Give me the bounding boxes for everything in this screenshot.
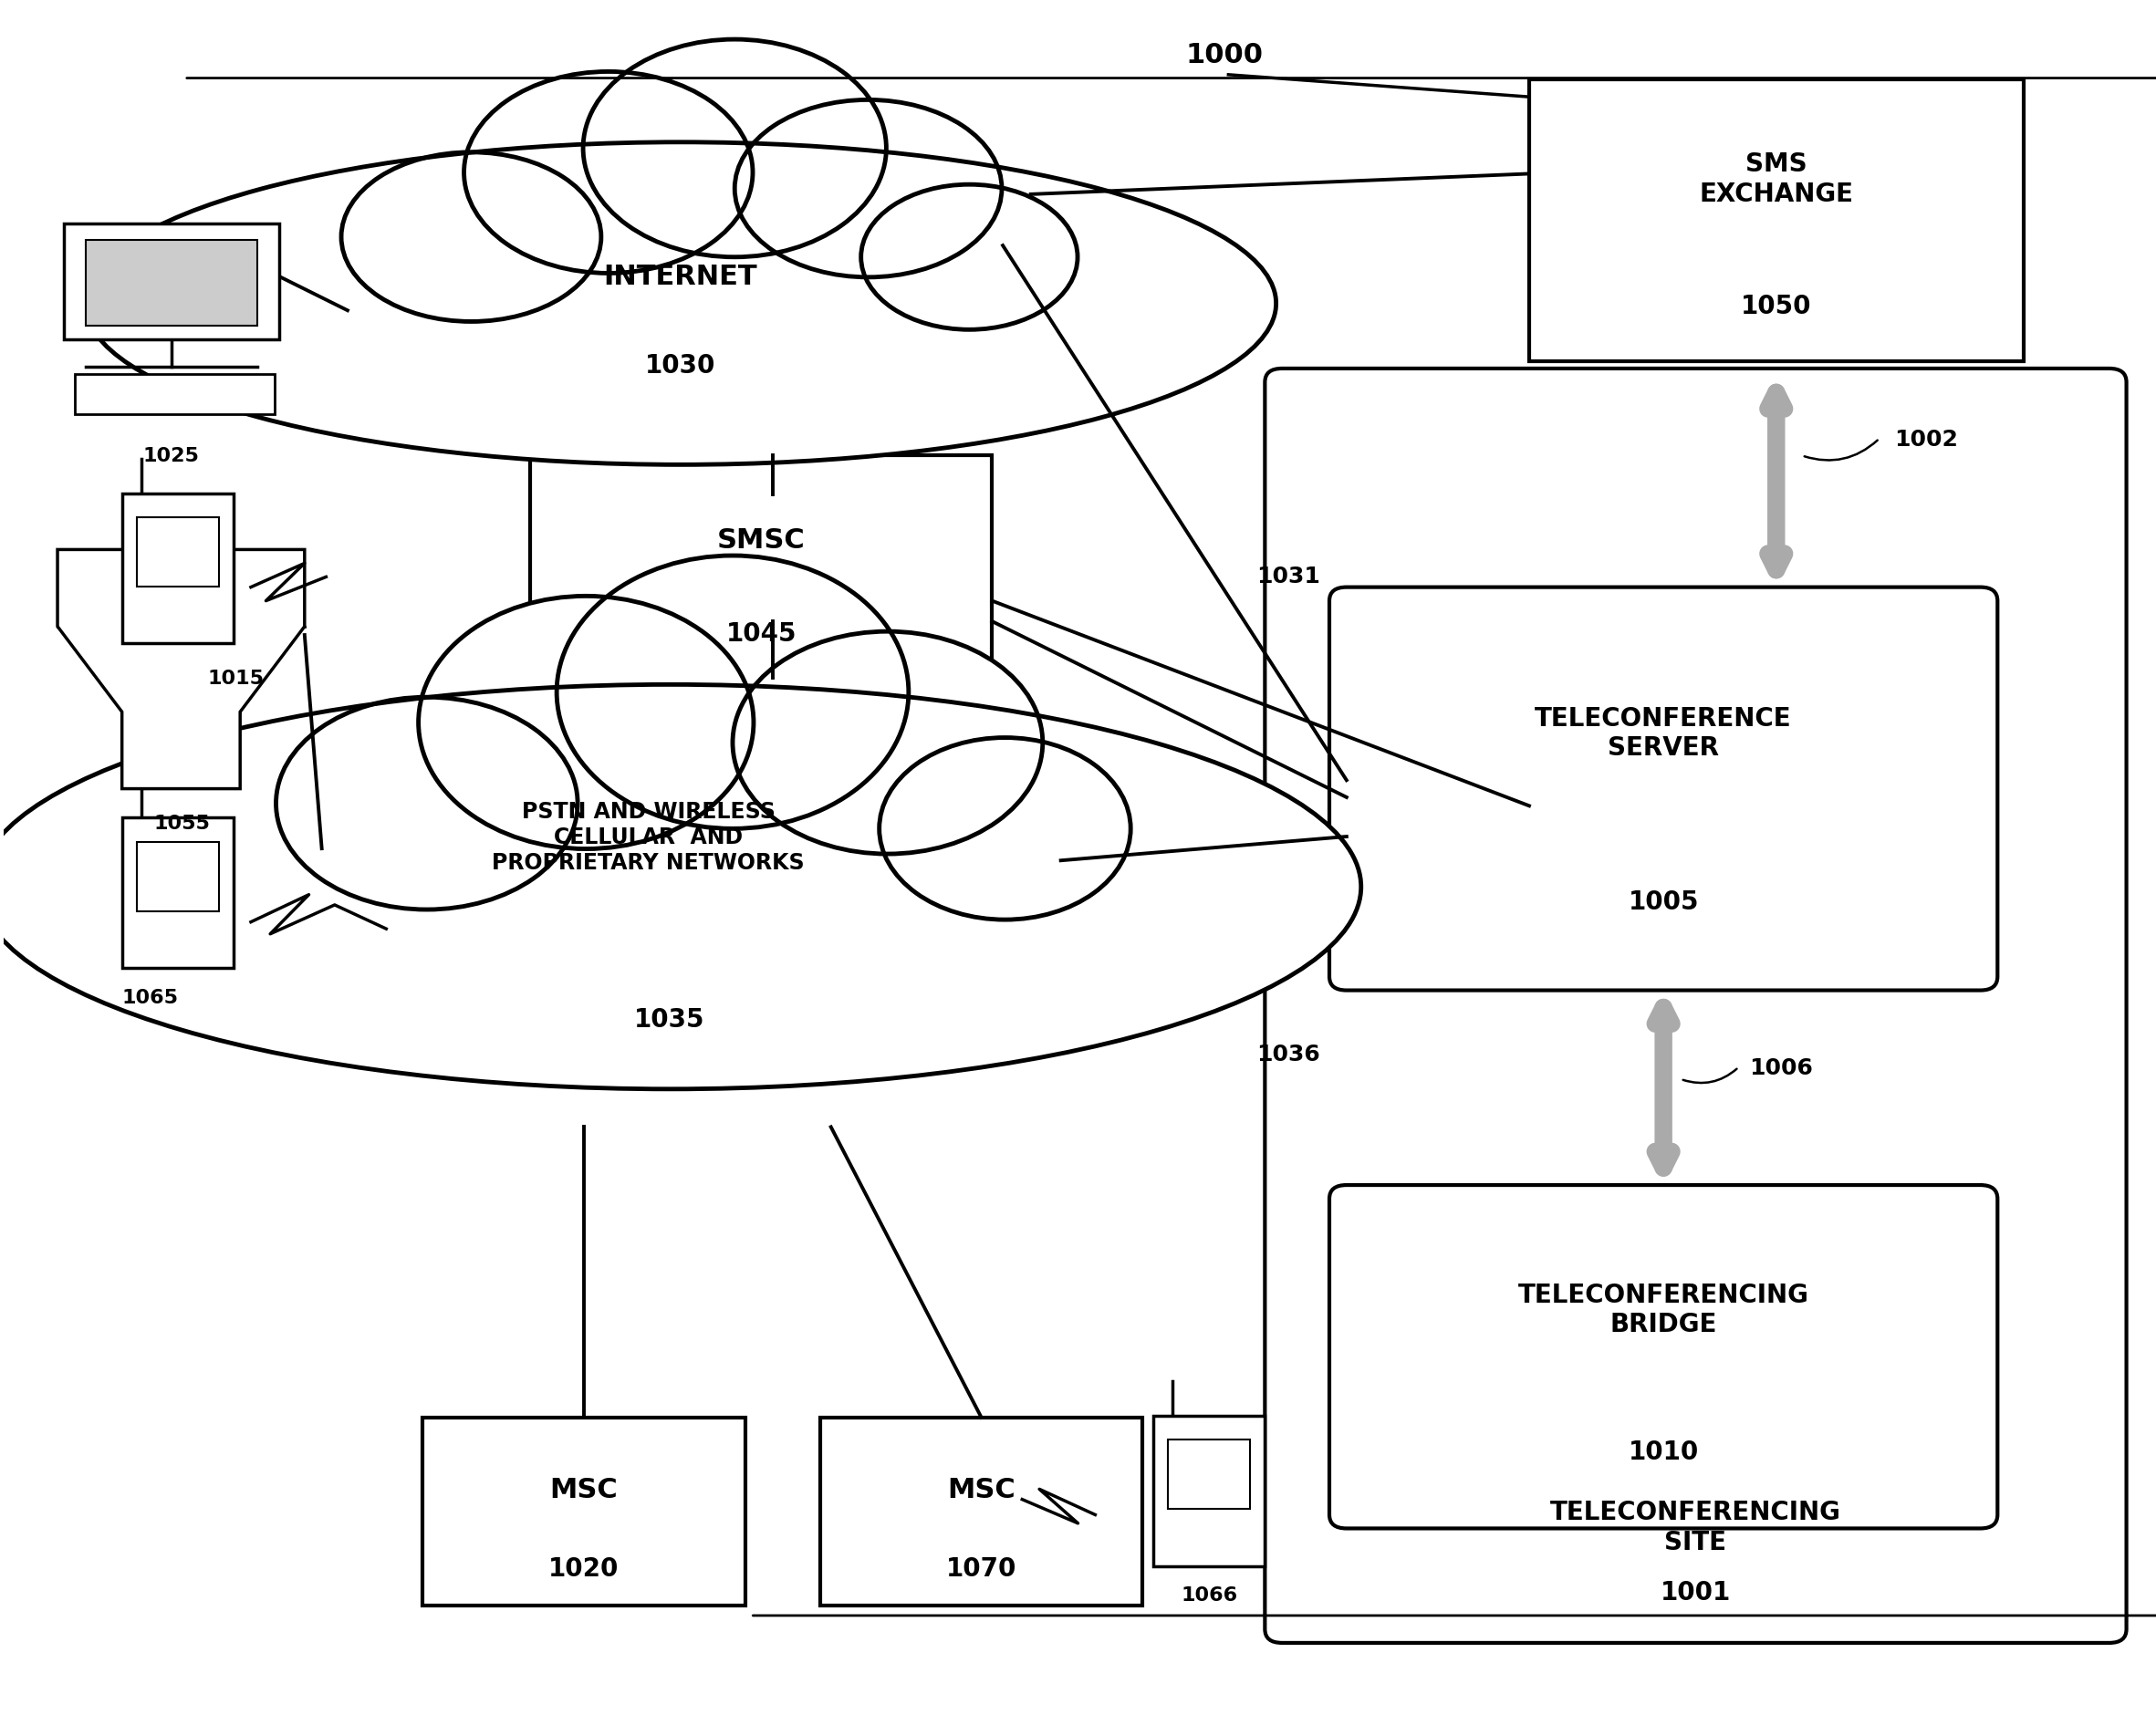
Ellipse shape [886, 744, 1123, 914]
Text: TELECONFERENCING
SITE: TELECONFERENCING SITE [1550, 1499, 1841, 1554]
Text: 1070: 1070 [946, 1556, 1018, 1581]
Text: TELECONFERENCE
SERVER: TELECONFERENCE SERVER [1535, 705, 1792, 760]
Text: 1000: 1000 [1186, 41, 1263, 69]
Ellipse shape [742, 106, 994, 273]
Ellipse shape [582, 39, 886, 257]
Ellipse shape [341, 153, 602, 322]
Text: 1055: 1055 [153, 815, 211, 832]
Ellipse shape [472, 79, 746, 268]
Text: MSC: MSC [946, 1475, 1015, 1502]
Bar [530, 456, 992, 677]
Ellipse shape [556, 556, 908, 828]
Ellipse shape [0, 684, 1360, 1089]
Bar [819, 1418, 1143, 1605]
Ellipse shape [733, 633, 1044, 854]
Text: 1005: 1005 [1628, 888, 1699, 914]
FancyBboxPatch shape [1266, 369, 2126, 1643]
Ellipse shape [418, 597, 755, 849]
Text: 1015: 1015 [207, 669, 265, 688]
Text: 1020: 1020 [548, 1556, 619, 1581]
Bar [138, 518, 218, 587]
Bar [138, 842, 218, 911]
FancyBboxPatch shape [1330, 1185, 1996, 1528]
Text: MSC: MSC [550, 1475, 619, 1502]
Text: 1030: 1030 [645, 353, 716, 379]
Text: 1045: 1045 [727, 621, 796, 647]
Text: 1036: 1036 [1257, 1043, 1319, 1065]
Bar [75, 374, 274, 415]
Ellipse shape [84, 142, 1276, 465]
Bar [1529, 81, 2022, 362]
Text: 1002: 1002 [1895, 429, 1958, 449]
FancyBboxPatch shape [1330, 588, 1996, 991]
Text: 1010: 1010 [1628, 1439, 1699, 1465]
Polygon shape [58, 551, 304, 789]
Ellipse shape [869, 192, 1069, 324]
Ellipse shape [0, 691, 1354, 1084]
Bar [1169, 1441, 1250, 1509]
Ellipse shape [285, 703, 569, 904]
Text: PSTN AND WIRELESS
CELLULAR  AND
PROPRIETARY NETWORKS: PSTN AND WIRELESS CELLULAR AND PROPRIETA… [492, 801, 804, 873]
Ellipse shape [276, 698, 578, 911]
Text: 1065: 1065 [123, 988, 179, 1007]
Ellipse shape [464, 72, 752, 274]
Text: 1050: 1050 [1740, 293, 1811, 319]
Ellipse shape [93, 149, 1268, 460]
Text: 1006: 1006 [1749, 1056, 1813, 1079]
Text: 1025: 1025 [142, 448, 201, 465]
Text: 1001: 1001 [1660, 1580, 1731, 1605]
Text: SMS
EXCHANGE: SMS EXCHANGE [1699, 151, 1854, 208]
Ellipse shape [860, 185, 1078, 331]
Ellipse shape [427, 602, 746, 844]
Text: SMSC: SMSC [718, 528, 804, 554]
Text: 1031: 1031 [1257, 564, 1319, 587]
Bar [423, 1418, 746, 1605]
Bar [123, 494, 233, 645]
Text: INTERNET: INTERNET [604, 264, 757, 290]
Ellipse shape [735, 101, 1003, 278]
Ellipse shape [591, 46, 880, 252]
Ellipse shape [740, 638, 1035, 849]
Text: 1066: 1066 [1181, 1586, 1238, 1604]
Bar [123, 818, 233, 969]
Ellipse shape [565, 563, 901, 823]
Text: 1035: 1035 [634, 1007, 705, 1032]
Bar [1153, 1417, 1266, 1566]
Text: TELECONFERENCING
BRIDGE: TELECONFERENCING BRIDGE [1518, 1283, 1809, 1338]
Ellipse shape [349, 159, 593, 316]
Bar [65, 225, 278, 340]
Ellipse shape [880, 737, 1130, 919]
Bar [86, 242, 257, 326]
